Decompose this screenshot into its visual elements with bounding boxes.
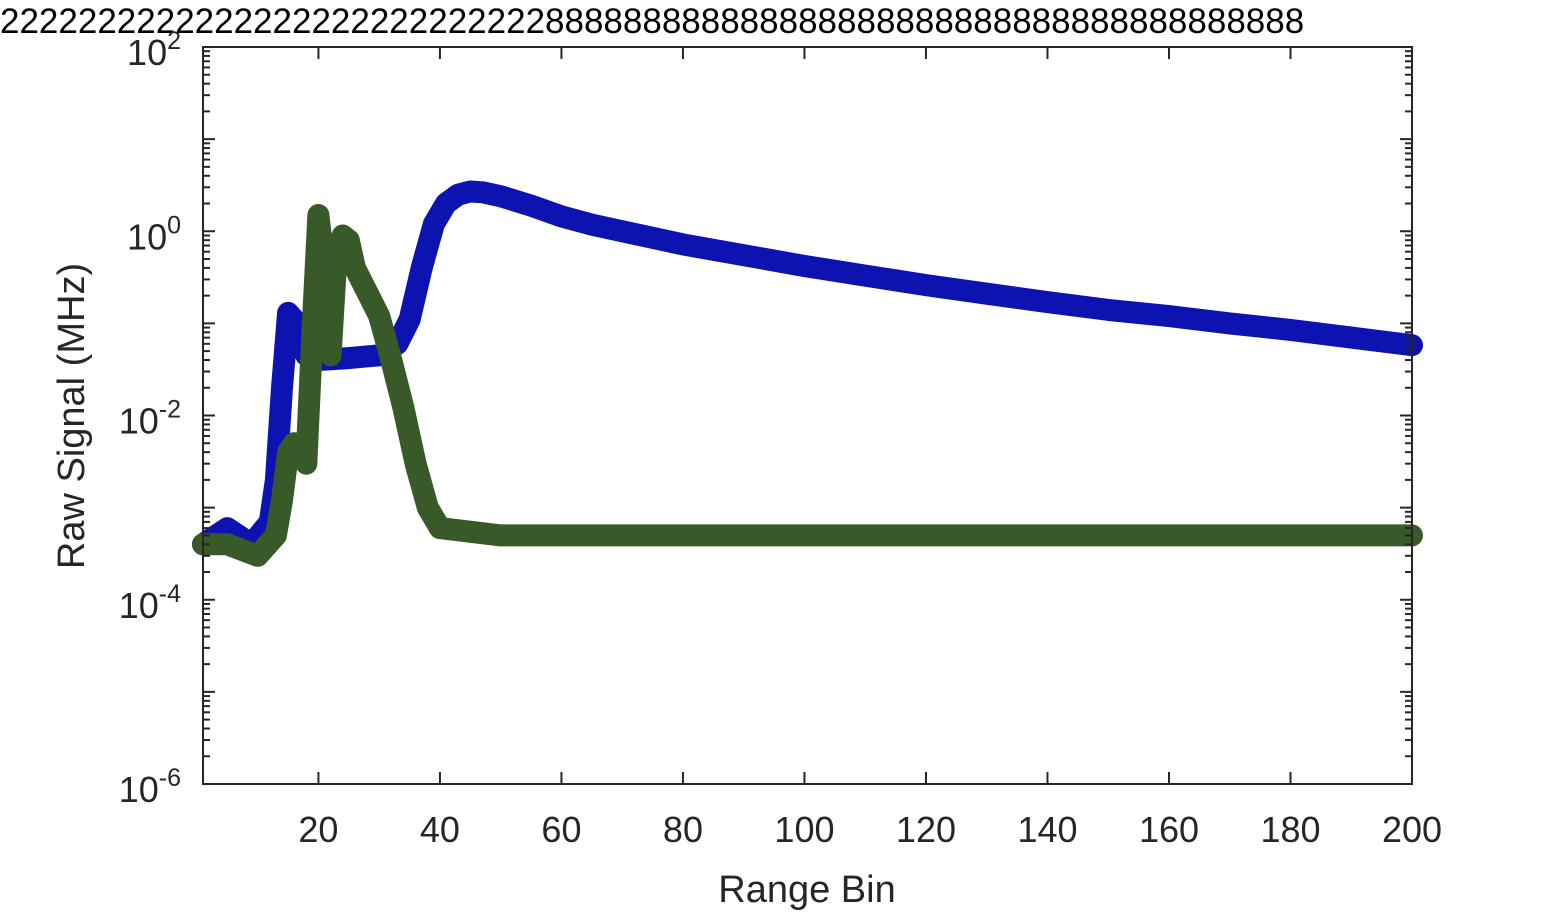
y-tick-base: 10: [119, 769, 159, 810]
axes-box: [202, 46, 1413, 785]
series-line-1: [192, 180, 1423, 556]
y-tick-exponent: 2: [167, 27, 181, 55]
x-tick-label: 20: [298, 809, 338, 850]
x-tick-labels: 20 40 60 80 100 120 140 160 180 200: [298, 809, 1442, 850]
y-tick-label: 102: [127, 27, 181, 73]
x-tick-label: 80: [663, 809, 703, 850]
x-tick-label: 140: [1017, 809, 1077, 850]
x-tick-label: 60: [541, 809, 581, 850]
y-tick-base: 10: [119, 401, 159, 442]
y-tick-exponent: 0: [167, 211, 181, 239]
chart-title: 2222222222222222222222222222888888888888…: [0, 2, 1305, 41]
y-tick-base: 10: [127, 216, 167, 257]
x-tick-label: 120: [896, 809, 956, 850]
x-tick-label: 100: [774, 809, 834, 850]
y-tick-label: 10-4: [119, 580, 181, 626]
y-tick-exponent: -4: [159, 580, 181, 608]
x-tick-label: 200: [1382, 809, 1442, 850]
y-tick-exponent: -6: [159, 764, 181, 792]
x-tick-label: 160: [1139, 809, 1199, 850]
y-tick-label: 10-6: [119, 764, 181, 810]
y-tick-base: 10: [119, 585, 159, 626]
x-tick-label: 180: [1260, 809, 1320, 850]
plot-area: [203, 47, 1412, 784]
series-layer: [192, 180, 1423, 567]
ticks-layer: [203, 47, 1413, 785]
series-line-2: [192, 204, 1423, 567]
x-axis-label: Range Bin: [718, 869, 895, 911]
x-tick-label: 40: [420, 809, 460, 850]
y-tick-label: 100: [127, 211, 181, 257]
y-axis-label: Raw Signal (MHz): [51, 263, 93, 569]
y-tick-label: 10-2: [119, 396, 181, 442]
y-tick-exponent: -2: [159, 396, 181, 424]
y-tick-base: 10: [127, 32, 167, 73]
